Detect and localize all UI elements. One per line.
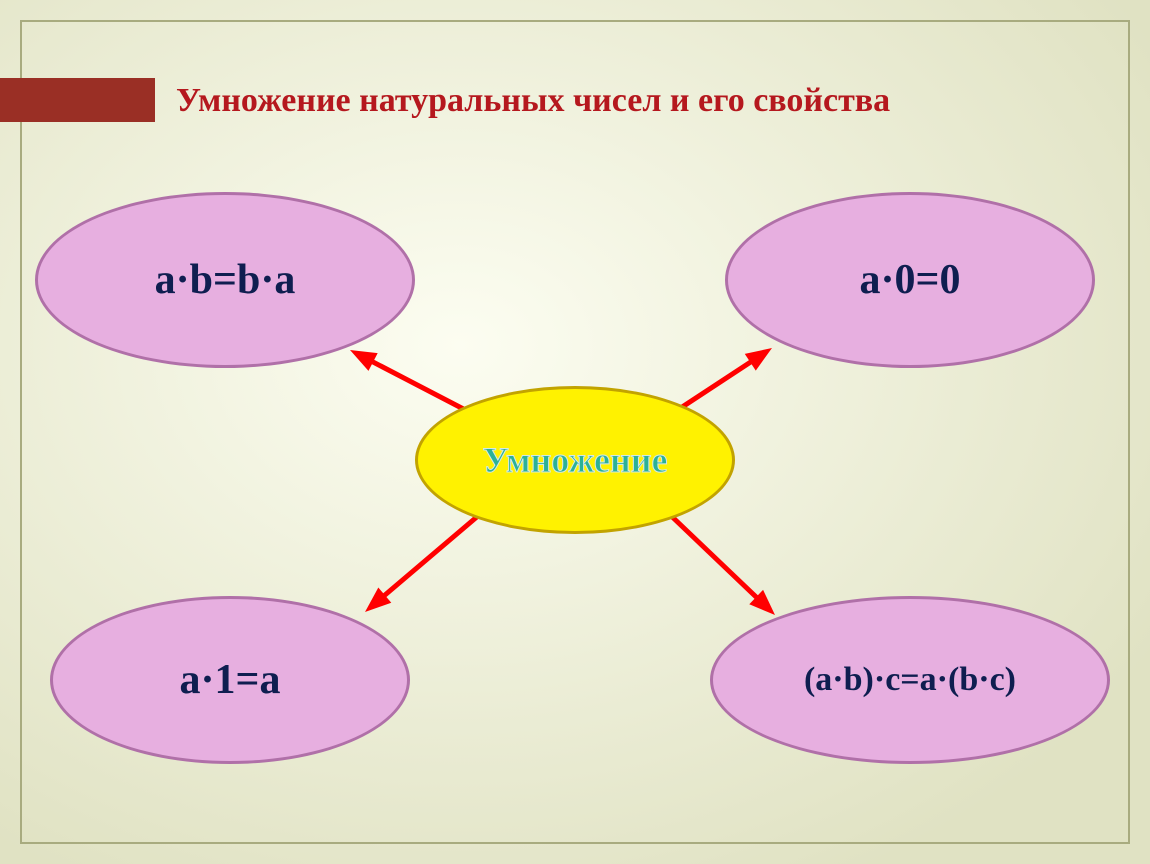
slide-title: Умножение натуральных чисел и его свойст… (176, 82, 890, 120)
title-text: Умножение натуральных чисел и его свойст… (176, 82, 890, 119)
property-label: a·0=0 (860, 259, 961, 301)
accent-bar (0, 78, 155, 122)
center-ellipse-label: Умножение (483, 442, 668, 478)
property-zero: a·0=0 (725, 192, 1095, 368)
property-label: a·1=a (180, 659, 281, 701)
property-identity: a·1=a (50, 596, 410, 764)
property-label: a·b=b·a (155, 259, 296, 301)
property-commutative: a·b=b·a (35, 192, 415, 368)
slide: Умножение натуральных чисел и его свойст… (0, 0, 1150, 864)
property-associative: (a·b)·c=a·(b·c) (710, 596, 1110, 764)
property-label: (a·b)·c=a·(b·c) (804, 663, 1016, 697)
center-ellipse: Умножение (415, 386, 735, 534)
